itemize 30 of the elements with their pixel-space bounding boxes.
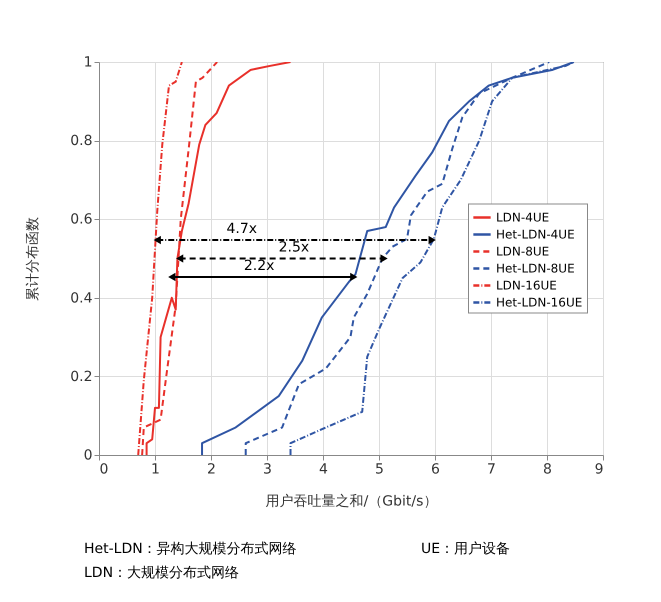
y-tick-label: 0.8: [70, 133, 92, 150]
x-tick-label: 5: [375, 462, 384, 478]
text: Het-LDN：异构大规模分布式网络: [84, 541, 297, 557]
text: UE：用户设备: [421, 541, 510, 557]
x-tick-label: 2: [207, 462, 216, 478]
y-tick-label: 1: [84, 54, 92, 70]
x-tick-label: 3: [263, 462, 272, 478]
annotation: 2.2x: [244, 258, 274, 274]
y-tick-label: 0.4: [70, 290, 93, 306]
legend-label: Het-LDN-8UE: [496, 261, 575, 276]
x-tick-label: 9: [594, 462, 604, 478]
x-tick-label: 4: [319, 462, 328, 478]
y-tick-label: 0.6: [70, 212, 93, 228]
text: LDN：大规模分布式网络: [84, 565, 240, 581]
x-tick-label: 1: [151, 462, 160, 478]
legend-label: LDN-8UE: [496, 244, 550, 258]
y-tick-label: 0: [84, 448, 92, 464]
x-tick-label: 0: [100, 462, 108, 478]
annotation: 4.7x: [226, 221, 258, 238]
x-tick-label: 8: [543, 462, 552, 478]
legend-label: Het-LDN-16UE: [496, 295, 582, 310]
legend-label: Het-LDN-4UE: [496, 227, 575, 242]
legend-label: LDN-16UE: [496, 278, 557, 292]
legend-label: LDN-4UE: [496, 210, 550, 224]
x-tick-label: 7: [487, 462, 496, 478]
x-axis-title: 用户吞吐量之和/（Gbit/s）: [266, 494, 438, 510]
annotation: 2.5x: [278, 240, 310, 256]
y-tick-label: 0.2: [70, 368, 92, 385]
x-tick-label: 6: [431, 462, 440, 478]
y-axis-title: 累计分布函数: [25, 217, 42, 301]
